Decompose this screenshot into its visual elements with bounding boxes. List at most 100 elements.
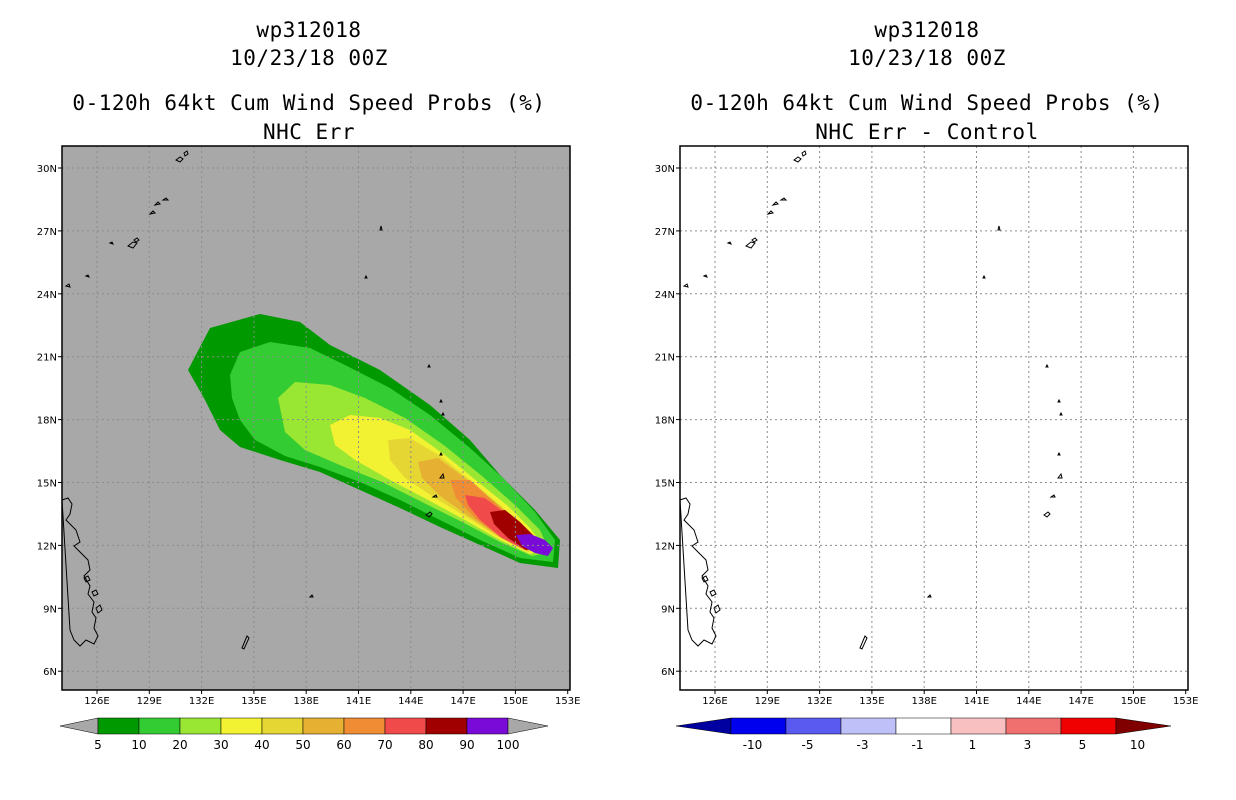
coastline: [859, 635, 868, 650]
datetime: 10/23/18 00Z: [230, 46, 388, 70]
colorbar-label: 70: [377, 738, 392, 752]
coastline: [713, 604, 721, 614]
lat-label: 6N: [661, 667, 675, 678]
lat-label: 12N: [37, 541, 57, 552]
colorbar-swatch: [1060, 717, 1117, 735]
product-title: 0-120h 64kt Cum Wind Speed Probs (%): [72, 91, 546, 115]
lon-label: 129E: [137, 696, 162, 707]
coastline: [1049, 494, 1056, 498]
colorbar-swatch: [785, 717, 842, 735]
lat-label: 12N: [655, 541, 675, 552]
panel-subtitle: NHC Err: [262, 120, 355, 144]
lon-label: 135E: [241, 696, 266, 707]
colorbar-swatch: [97, 717, 140, 735]
lon-label: 138E: [293, 696, 318, 707]
colorbar-label: 5: [94, 738, 102, 752]
coastline: [183, 150, 189, 157]
coastline: [1043, 511, 1051, 518]
left-panel: wp312018 10/23/18 00Z 0-120h 64kt Cum Wi…: [37, 18, 581, 752]
coastline: [982, 274, 986, 279]
colorbar-swatch: [950, 717, 1007, 735]
lon-label: 141E: [964, 696, 989, 707]
datetime: 10/23/18 00Z: [848, 46, 1006, 70]
coastline: [161, 197, 170, 201]
product-title: 0-120h 64kt Cum Wind Speed Probs (%): [690, 91, 1164, 115]
colorbar-label: 100: [497, 738, 520, 752]
lon-label: 153E: [1173, 696, 1198, 707]
lat-label: 18N: [655, 416, 675, 427]
coastline: [64, 283, 71, 288]
colorbar-swatch: [840, 717, 897, 735]
coastline: [84, 274, 90, 278]
colorbar-label: 3: [1024, 738, 1032, 752]
lat-label: 24N: [655, 290, 675, 301]
coastline: [709, 589, 717, 597]
coastlines: [61, 150, 445, 650]
coastline: [702, 274, 708, 278]
coastline: [1057, 451, 1061, 456]
coastline: [133, 237, 140, 243]
coastline: [379, 225, 383, 231]
lat-label: 15N: [37, 479, 57, 490]
coastline: [926, 594, 932, 598]
prob-contour-90: [516, 534, 553, 556]
coastline: [127, 241, 138, 249]
coastline: [1057, 472, 1063, 479]
colorbar: -10 -5 -3 -1 1 3 5 10: [675, 717, 1172, 752]
coastline: [439, 398, 443, 403]
colorbar-label: 50: [295, 738, 310, 752]
colorbar-swatch: [1005, 717, 1062, 735]
coastline: [108, 241, 114, 245]
lon-label: 153E: [555, 696, 580, 707]
lat-label: 9N: [43, 604, 57, 615]
lat-label: 18N: [37, 416, 57, 427]
right-panel: wp312018 10/23/18 00Z 0-120h 64kt Cum Wi…: [618, 0, 1236, 800]
lat-label: 15N: [655, 479, 675, 490]
coastline: [439, 472, 445, 479]
colorbar-swatch: [384, 717, 427, 735]
colorbar-swatch: [220, 717, 263, 735]
coastline: [745, 241, 756, 249]
map-frame: [61, 145, 571, 691]
colorbar-label: -1: [912, 738, 924, 752]
storm-id: wp312018: [256, 18, 362, 42]
colorbar-label: -3: [857, 738, 869, 752]
coastline: [308, 594, 314, 598]
coastline: [441, 411, 445, 416]
colorbar-swatch: [895, 717, 952, 735]
coastlines: [679, 150, 1063, 650]
lon-label: 141E: [346, 696, 371, 707]
coastline: [425, 511, 433, 518]
colorbar-label: 80: [418, 738, 433, 752]
coastline: [241, 635, 250, 650]
coastline: [1045, 363, 1049, 368]
coastline: [431, 494, 438, 498]
lon-label: 135E: [859, 696, 884, 707]
colorbar-swatch: [179, 717, 222, 735]
colorbar-left-arrow: [59, 717, 99, 735]
colorbar-label: 60: [336, 738, 351, 752]
coastline: [175, 156, 184, 163]
colorbar-right-arrow: [507, 717, 549, 735]
lon-label: 144E: [398, 696, 423, 707]
colorbar-label: -10: [743, 738, 763, 752]
grid-lines: [680, 146, 1188, 690]
colorbar-label: 20: [172, 738, 187, 752]
lat-label: 30N: [655, 164, 675, 175]
lon-label: 150E: [1121, 696, 1146, 707]
lat-label: 6N: [43, 667, 57, 678]
coastline: [1057, 398, 1061, 403]
lat-label: 30N: [37, 164, 57, 175]
coastline: [427, 363, 431, 368]
colorbar-label: 30: [213, 738, 228, 752]
map-background: [680, 146, 1188, 690]
lon-label: 147E: [1068, 696, 1093, 707]
colorbar-label: 40: [254, 738, 269, 752]
colorbar-left-arrow: [675, 717, 732, 735]
colorbar-swatch: [261, 717, 304, 735]
lon-label: 132E: [807, 696, 832, 707]
coastline: [779, 197, 788, 201]
coastline: [83, 575, 91, 583]
colorbar-label: 10: [1130, 738, 1145, 752]
lat-label: 21N: [655, 353, 675, 364]
